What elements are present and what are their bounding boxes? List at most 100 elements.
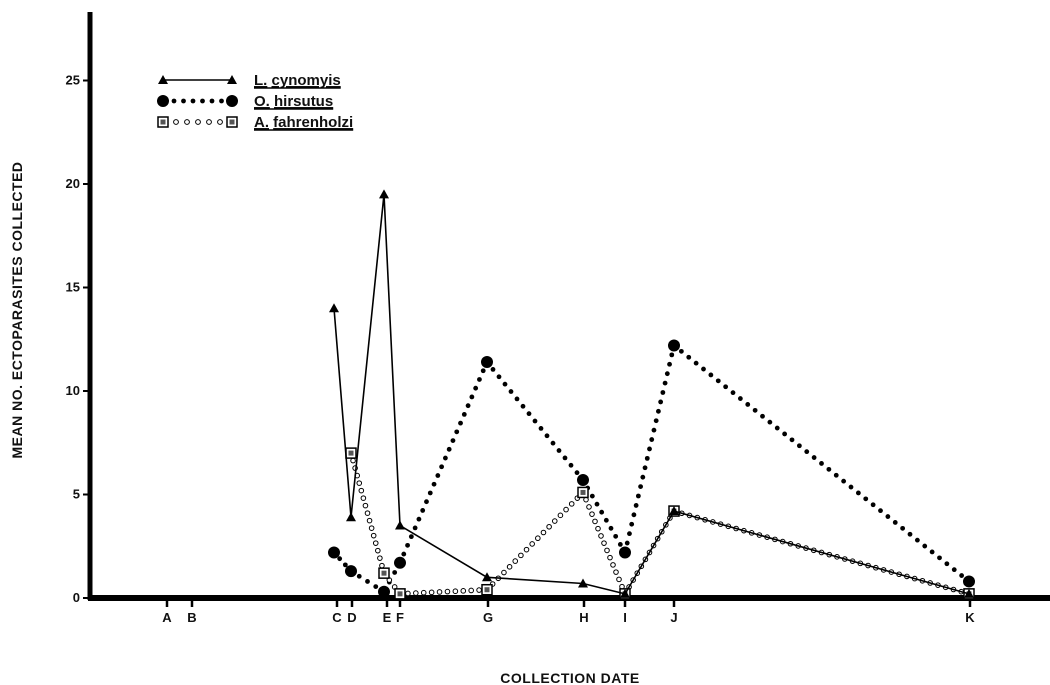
data-point-circle (668, 339, 680, 352)
series-open-dot (476, 587, 482, 593)
series-dot (693, 360, 699, 366)
series-dot (450, 438, 456, 443)
series-dot (465, 403, 471, 409)
series-dot (649, 437, 655, 442)
series-dot (502, 381, 508, 387)
series-open-dot (598, 533, 604, 539)
series-open-dot (360, 495, 367, 501)
series-open-dot (568, 501, 575, 507)
series-open-dot (420, 589, 427, 596)
data-point-triangle (669, 506, 679, 516)
series-dot (469, 394, 475, 400)
series-dot (782, 431, 788, 437)
series-dot (408, 534, 414, 540)
series-dot (342, 562, 348, 568)
series-dot (656, 408, 661, 414)
series-open-dot (405, 590, 411, 597)
series-open-dot (613, 569, 619, 575)
series-dot (490, 366, 496, 372)
series-dot (599, 509, 605, 515)
series-dot (644, 455, 650, 461)
series-dot (508, 389, 514, 394)
series-dot (826, 466, 832, 472)
series-open-dot (523, 546, 530, 553)
legend-label: A. fahrenholzi (254, 114, 353, 131)
series-open-dot (375, 547, 381, 554)
series-dot (811, 455, 817, 460)
series-dot (841, 478, 847, 484)
data-point-square-center (348, 450, 354, 456)
series-open-dot (468, 587, 474, 594)
series-dot (624, 540, 630, 546)
y-tick-label: 0 (73, 590, 80, 605)
data-point-square-center (484, 587, 490, 593)
series-dot (574, 470, 580, 476)
series-dot (708, 372, 714, 378)
legend-marker-circle (157, 95, 169, 107)
series-dot (789, 437, 795, 443)
series-open-dot (370, 532, 377, 539)
series-dot (951, 567, 957, 573)
series-dot (737, 396, 743, 401)
x-tick-label: A (162, 610, 172, 625)
series-open-dot (546, 523, 552, 530)
series-open-dot (362, 502, 369, 509)
series-dot (715, 378, 721, 384)
series-dot (848, 484, 854, 490)
legend-label: L. cynomyis (254, 72, 341, 89)
series-open-dot (366, 517, 373, 524)
legend-item: O. hirsutus (157, 93, 334, 110)
series-dot (594, 501, 600, 507)
x-tick-label: I (623, 610, 627, 625)
series-dot (914, 537, 920, 543)
series-dot (373, 584, 379, 590)
series-dot (635, 493, 641, 499)
series-dot (640, 474, 646, 480)
data-point-circle (394, 556, 406, 569)
series-dot (660, 390, 666, 395)
data-point-circle (328, 546, 340, 559)
series-open-dot (592, 518, 598, 525)
x-tick-label: K (965, 610, 975, 625)
series-dot (365, 579, 370, 584)
series-open-dot (377, 555, 383, 561)
series-dot (796, 443, 802, 449)
series-open-dot (595, 525, 601, 532)
series-open-dot (356, 480, 363, 486)
series-dot (550, 440, 556, 446)
series-dot (667, 361, 672, 367)
y-tick-label: 5 (73, 487, 80, 502)
legend-item: L. cynomyis (158, 72, 341, 89)
series-open-dot (506, 564, 513, 570)
series-dot (651, 427, 657, 433)
y-tick-label: 25 (66, 73, 80, 88)
series-solid-triangle (329, 189, 974, 598)
series-dot (638, 484, 643, 489)
legend-marker-triangle (158, 75, 168, 84)
legend-marker-circle (226, 95, 238, 107)
series-open-dot (604, 547, 610, 554)
series-open-dot (518, 552, 524, 559)
series-dot (446, 446, 452, 452)
series-dot (538, 425, 544, 431)
legend: L. cynomyis O. hirsutus A. fahrenholzi (157, 72, 354, 131)
series-open-dot (557, 512, 564, 519)
series-dot (767, 419, 773, 425)
data-point-circle (963, 575, 975, 588)
series-dot (907, 531, 913, 537)
axes: 0 5 10 15 20 25 A B C D E F G H I J K (66, 12, 1050, 625)
series-open-dot (358, 487, 365, 494)
series-dot (568, 462, 574, 468)
series-dot (431, 481, 437, 487)
legend-item: A. fahrenholzi (157, 114, 354, 131)
series-open-dot (364, 510, 371, 516)
x-tick-label: E (383, 610, 392, 625)
x-tick-label: F (396, 610, 404, 625)
series-dot (461, 412, 467, 417)
series-open-dot (563, 506, 569, 513)
series-dot (855, 490, 861, 496)
series-dot (774, 425, 780, 431)
series-dot (878, 508, 883, 514)
data-point-circle (577, 474, 589, 487)
series-dot (664, 371, 670, 377)
